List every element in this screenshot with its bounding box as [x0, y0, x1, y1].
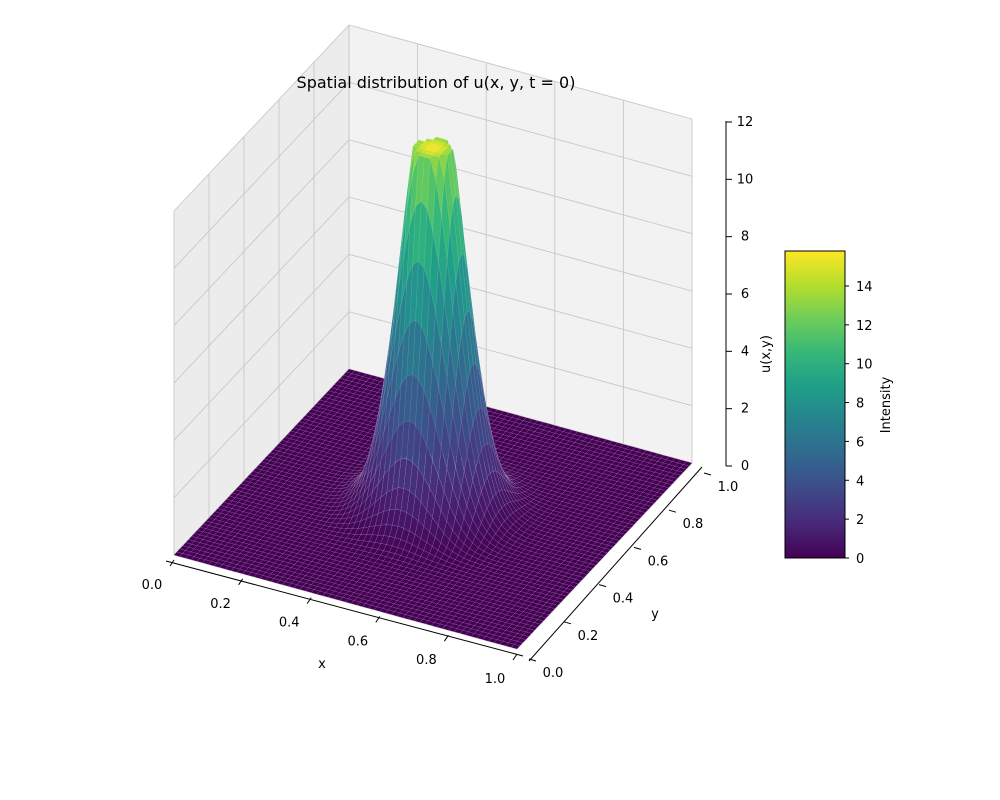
z-grid-line [173, 139, 693, 327]
y-tick-mark [563, 621, 572, 625]
colorbar-tick-label: 0 [856, 552, 864, 567]
colorbar-ticks: 0 2 4 6 8 10 12 14 [845, 280, 873, 567]
x-tick-label: 0.0 [142, 578, 163, 593]
colorbar-tick-label: 8 [856, 397, 864, 412]
surface-mesh [173, 136, 693, 650]
z-tick-label: 12 [737, 115, 754, 130]
x-tick-label: 1.0 [485, 672, 506, 687]
y-tick-label: 0.2 [578, 629, 599, 644]
z-grid-line [173, 24, 693, 212]
x-tick-label: 0.6 [347, 634, 368, 649]
y-tick-label: 0.0 [543, 666, 564, 681]
x-tick-mark [238, 578, 244, 586]
colorbar-tick-label: 2 [856, 513, 864, 528]
z-tick-label: 0 [741, 459, 749, 474]
y-tick-mark [668, 509, 677, 513]
colorbar-tick-label: 6 [856, 435, 864, 450]
z-tick-label: 10 [737, 172, 754, 187]
z-axis-label: u(x,y) [759, 335, 774, 373]
colorbar-gradient [784, 250, 846, 559]
z-grid-line [173, 311, 693, 499]
x-tick-mark [512, 653, 518, 661]
x-tick-label: 0.4 [279, 616, 300, 631]
z-tick-label: 4 [741, 344, 749, 359]
colorbar-label: Intensity [879, 376, 894, 433]
z-grid-line [173, 81, 693, 269]
z-tick-label: 6 [741, 287, 749, 302]
colorbar-tick-label: 12 [856, 319, 873, 334]
y-tick-label: 0.6 [648, 554, 669, 569]
x-axis-label: x [318, 657, 326, 672]
y-tick-label: 0.4 [613, 592, 634, 607]
y-tick-label: 1.0 [718, 480, 739, 495]
y-tick-mark [598, 584, 607, 588]
z-tick-label: 8 [741, 230, 749, 245]
y-tick-mark [633, 546, 642, 550]
z-grid-line [173, 253, 693, 441]
colorbar-tick-label: 14 [856, 280, 873, 295]
x-tick-label: 0.2 [210, 597, 231, 612]
z-tick-label: 2 [741, 402, 749, 417]
colorbar: 0 2 4 6 8 10 12 14 Intensity [784, 250, 894, 567]
y-tick-mark [703, 472, 712, 476]
y-tick-label: 0.8 [683, 517, 704, 532]
y-axis-label: y [651, 607, 659, 622]
z-grid-line [173, 196, 693, 384]
colorbar-tick-label: 4 [856, 474, 864, 489]
chart-title: Spatial distribution of u(x, y, t = 0) [297, 73, 576, 92]
colorbar-tick-label: 10 [856, 358, 873, 373]
x-tick-label: 0.8 [416, 653, 437, 668]
